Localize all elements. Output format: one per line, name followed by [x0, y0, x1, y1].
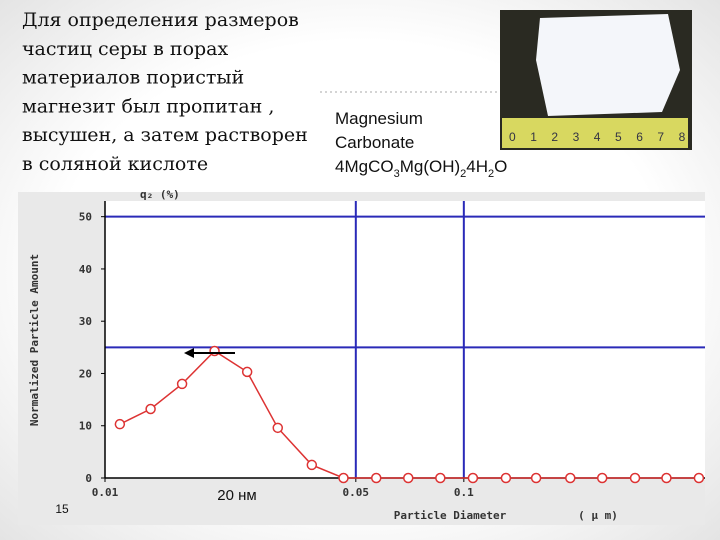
page-number: 15	[55, 502, 69, 516]
point	[661, 472, 672, 484]
ruler-label: 8	[679, 130, 686, 144]
slide-text: магнезит был пропитан ,	[22, 95, 274, 117]
ruler-label: 5	[615, 130, 622, 144]
y-tick-label: 20	[79, 367, 92, 380]
point	[306, 459, 318, 471]
slide-text: материалов пористый	[22, 67, 244, 89]
slide-text: высушен, а затем растворен	[22, 124, 308, 146]
point	[272, 422, 284, 434]
slide-text: в соляной кислоте	[22, 153, 208, 175]
x-tick-label: 0.05	[343, 486, 370, 499]
point	[629, 472, 641, 484]
caption: Magnesium	[335, 109, 423, 128]
ruler-label: 2	[551, 130, 558, 144]
formula-part: Mg(OH)	[400, 157, 460, 176]
slide-text: частиц серы в порах	[22, 38, 229, 60]
ruler-label: 3	[573, 130, 580, 144]
x-label: Particle Diameter	[394, 509, 507, 522]
y-tick-label: 30	[79, 315, 92, 328]
point	[176, 378, 188, 390]
ruler-label: 0	[509, 130, 516, 144]
y-label: Normalized Particle Amount	[28, 254, 41, 426]
y-tick-label: 50	[79, 211, 92, 224]
annotation: 20 нм	[217, 487, 256, 504]
point	[114, 418, 126, 430]
point	[500, 472, 512, 484]
ruler-label: 6	[636, 130, 643, 144]
formula-part: 4MgCO	[335, 157, 394, 176]
formula-part: 4H	[466, 157, 488, 176]
formula-part: 3	[394, 168, 400, 180]
point	[370, 472, 382, 484]
point	[241, 366, 253, 378]
point	[209, 345, 220, 357]
formula: 4MgCO3Mg(OH)24H2O	[335, 157, 507, 180]
ruler-label: 7	[657, 130, 664, 144]
plot-area	[105, 201, 705, 478]
point	[530, 472, 542, 484]
x-tick-label: 0.01	[92, 486, 119, 499]
y-unit: q₂ (%)	[140, 188, 180, 201]
arrow-head	[184, 348, 194, 358]
formula-part: 2	[488, 168, 494, 180]
point	[565, 472, 576, 484]
x-tick-label: 0.1	[454, 486, 474, 499]
point	[467, 472, 479, 484]
point	[338, 472, 349, 484]
y-tick-label: 0	[85, 472, 92, 485]
formula-part: 2	[460, 168, 466, 180]
point	[693, 472, 705, 484]
y-tick-label: 10	[79, 420, 92, 433]
x-unit: ( μ m)	[578, 509, 618, 522]
point	[596, 472, 608, 484]
slide-text: Для определения размеров	[22, 9, 299, 31]
caption: Carbonate	[335, 133, 414, 152]
ruler	[502, 118, 688, 148]
y-tick-label: 40	[79, 263, 92, 276]
sample	[536, 14, 680, 116]
point	[435, 472, 446, 484]
formula-part: O	[494, 157, 507, 176]
ruler-label: 4	[594, 130, 601, 144]
point	[145, 403, 156, 415]
point	[402, 472, 414, 484]
ruler-label: 1	[530, 130, 537, 144]
